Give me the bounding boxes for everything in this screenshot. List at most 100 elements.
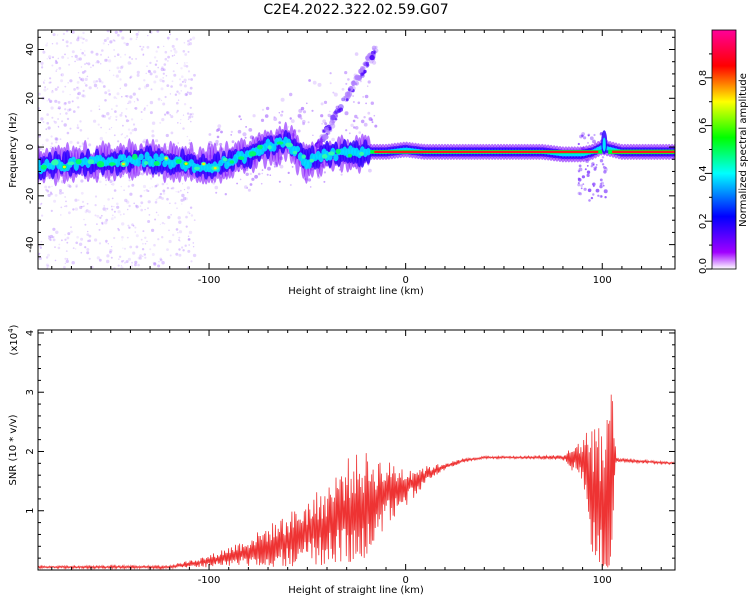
- spectrogram-noise-dot: [125, 107, 128, 110]
- spectrogram-noise-dot: [158, 195, 162, 199]
- spectrogram-noise-dot: [109, 250, 112, 254]
- spectrogram-noise-dot: [134, 107, 136, 109]
- spectrogram-ridge-cell: [294, 145, 301, 153]
- spectrogram-noise-dot: [114, 40, 116, 42]
- spectrogram-noise-dot: [140, 201, 144, 205]
- spectrogram-noise-dot: [113, 236, 116, 240]
- spectrogram-noise-dot: [129, 95, 133, 99]
- spectrogram-noise-dot: [273, 165, 276, 168]
- spectrogram-noise-dot: [147, 220, 151, 223]
- spectrogram-noise-dot: [320, 102, 324, 106]
- spectrogram-noise-dot: [161, 66, 164, 69]
- spectrogram-noise-dot: [109, 40, 113, 44]
- spectrogram-noise-dot: [182, 114, 185, 116]
- colorbar-label: Normalized spectral amplitude: [738, 73, 749, 227]
- spectrogram-noise-dot: [113, 210, 116, 213]
- spectrogram-noise-dot: [54, 259, 57, 262]
- spectrogram-noise-dot: [578, 192, 583, 196]
- spectrogram-noise-dot: [135, 32, 139, 36]
- spectrogram-noise-dot: [154, 201, 158, 204]
- spectrogram-noise-dot: [57, 126, 60, 128]
- spectrogram-noise-dot: [584, 168, 587, 171]
- spectrogram-noise-dot: [121, 133, 124, 135]
- snr-background: [38, 330, 675, 570]
- x-tick-label: -100: [198, 575, 221, 586]
- spectrogram-peak: [222, 157, 228, 162]
- spectrogram-noise-dot: [244, 185, 248, 189]
- spectrogram-peak: [108, 162, 116, 166]
- spectrogram-noise-dot: [603, 189, 608, 194]
- spectrogram-noise-dot: [46, 88, 49, 90]
- spectrogram-noise-dot: [159, 121, 162, 124]
- spectrogram-noise-dot: [166, 111, 169, 114]
- spectrogram-noise-dot: [40, 202, 43, 205]
- spectrogram-noise-dot: [64, 257, 67, 260]
- spectrogram-noise-dot: [154, 218, 157, 221]
- snr-y-label: SNR (10 * v/v): [8, 414, 19, 485]
- spectrogram-noise-dot: [161, 221, 165, 225]
- spectrogram-noise-dot: [215, 129, 219, 132]
- spectrogram-noise-dot: [586, 165, 589, 167]
- snr-x-ticks: -100 0 100: [51, 330, 662, 586]
- spectrogram-noise-dot: [354, 75, 359, 80]
- spectrogram-ridge-cell: [271, 143, 277, 152]
- spectrogram-noise-dot: [122, 124, 124, 127]
- spectrogram-noise-dot: [599, 178, 603, 182]
- spectrogram-peak: [121, 162, 125, 166]
- spectrogram-noise-dot: [373, 50, 377, 54]
- spectrogram-noise-dot: [365, 102, 367, 105]
- spectrogram-noise-dot: [135, 245, 139, 249]
- spectrogram-noise-dot: [171, 44, 175, 48]
- spectrogram-noise-dot: [577, 142, 580, 146]
- spectrogram-noise-dot: [155, 139, 159, 143]
- spectrogram-noise-dot: [66, 131, 70, 135]
- spectrogram-noise-dot: [81, 145, 84, 147]
- spectrogram-noise-dot: [110, 256, 113, 259]
- spectrogram-noise-dot: [602, 165, 606, 169]
- spectrogram-noise-dot: [95, 80, 99, 83]
- spectrogram-noise-dot: [50, 142, 54, 145]
- spectrogram-noise-dot: [132, 123, 136, 126]
- spectrogram-noise-dot: [367, 80, 371, 84]
- spectrogram-noise-dot: [64, 205, 66, 207]
- spectrogram-noise-dot: [87, 239, 90, 243]
- spectrogram-noise-dot: [67, 183, 71, 188]
- spectrogram-noise-dot: [79, 120, 82, 123]
- spectrogram-noise-dot: [128, 179, 131, 182]
- spectrogram-noise-dot: [61, 239, 63, 242]
- spectrogram-noise-dot: [170, 115, 174, 119]
- spectrogram-y-label: Frequency (Hz): [8, 112, 19, 188]
- spectrogram-frame: [37, 29, 676, 270]
- spectrogram-noise-dot: [312, 80, 317, 85]
- spectrogram-noise-dot: [114, 110, 117, 113]
- spectrogram-noise-dot: [181, 193, 185, 198]
- spectrogram-noise-dot: [141, 118, 143, 121]
- spectrogram-noise-dot: [156, 60, 158, 62]
- spectrogram-noise-dot: [134, 107, 138, 110]
- spectrogram-noise-dot: [190, 120, 192, 123]
- spectrogram-noise-dot: [154, 63, 158, 66]
- spectrogram-noise-dot: [599, 159, 604, 163]
- spectrogram-noise-dot: [157, 214, 160, 216]
- spectrogram-noise-dot: [83, 70, 87, 73]
- spectrogram-noise-dot: [129, 76, 132, 79]
- spectrogram-peak: [193, 166, 200, 171]
- spectrogram-noise-dot: [127, 43, 129, 45]
- spectrogram-noise-dot: [168, 239, 172, 244]
- spectrogram-noise-dot: [55, 70, 57, 72]
- y-tick-label: 4: [25, 330, 36, 336]
- spectrogram-noise-dot: [599, 184, 603, 189]
- svg-text:(x104): (x104): [7, 324, 20, 355]
- spectrogram-noise-dot: [116, 205, 120, 209]
- spectrogram-noise-dot: [47, 193, 51, 197]
- spectrogram-noise-dot: [45, 138, 49, 142]
- y-tick-label: 1: [25, 508, 36, 514]
- spectrogram-noise-dot: [82, 31, 85, 35]
- spectrogram-noise-dot: [140, 111, 143, 113]
- spectrogram-noise-dot: [39, 147, 42, 150]
- spectrogram-noise-dot: [94, 195, 98, 198]
- spectrogram-noise-dot: [77, 72, 80, 74]
- spectrogram-peak: [335, 148, 341, 154]
- spectrogram-noise-dot: [76, 96, 80, 100]
- spectrogram-noise-dot: [368, 168, 372, 173]
